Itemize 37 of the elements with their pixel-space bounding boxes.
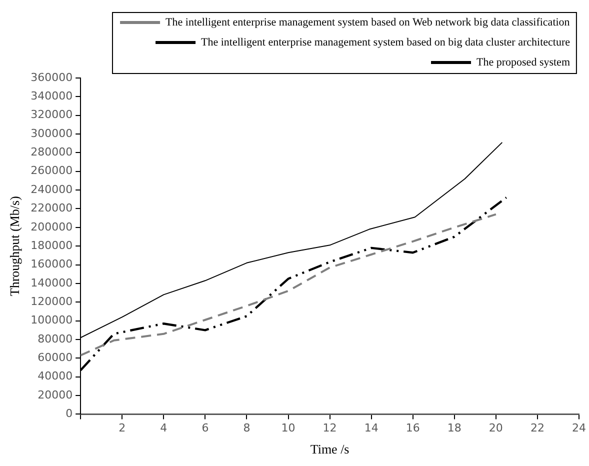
y-tick-label: 60000 bbox=[38, 351, 73, 364]
x-tick-label: 12 bbox=[322, 422, 337, 435]
x-tick-label: 20 bbox=[488, 422, 503, 435]
y-tick-label: 40000 bbox=[38, 370, 73, 383]
y-tick-label: 80000 bbox=[38, 332, 73, 346]
y-tick-label: 100000 bbox=[30, 314, 73, 327]
x-tick-label: 4 bbox=[160, 422, 168, 435]
x-tick-label: 18 bbox=[447, 422, 462, 435]
y-tick-label: 200000 bbox=[30, 220, 73, 234]
x-tick-label: 14 bbox=[364, 422, 378, 435]
y-tick-label: 280000 bbox=[30, 146, 73, 159]
y-tick-label: 360000 bbox=[30, 70, 73, 84]
y-tick-label: 120000 bbox=[30, 294, 73, 308]
y-tick-label: 180000 bbox=[30, 238, 73, 252]
y-tick-label: 0 bbox=[66, 407, 73, 420]
y-tick-label: 320000 bbox=[30, 108, 73, 122]
y-tick-label: 300000 bbox=[30, 126, 73, 140]
y-tick-label: 340000 bbox=[30, 90, 73, 103]
legend-label: The intelligent enterprise management system based on Web network big data classification bbox=[166, 16, 570, 28]
y-tick-label: 20000 bbox=[38, 388, 73, 402]
x-tick-label: 2 bbox=[118, 422, 126, 435]
x-tick-label: 24 bbox=[572, 422, 586, 435]
legend-label: The intelligent enterprise management system based on big data cluster architecture bbox=[201, 36, 570, 48]
legend-label: The proposed system bbox=[476, 56, 570, 68]
y-tick-label: 260000 bbox=[30, 164, 73, 178]
y-axis-title: Throughput (Mb/s) bbox=[7, 196, 22, 296]
x-tick-label: 16 bbox=[406, 422, 420, 435]
y-tick-label: 160000 bbox=[30, 258, 73, 271]
y-tick-label: 240000 bbox=[30, 182, 73, 196]
x-tick-label: 10 bbox=[281, 422, 296, 435]
x-tick-label: 6 bbox=[202, 422, 209, 435]
x-tick-label: 22 bbox=[530, 422, 544, 435]
x-tick-label: 8 bbox=[243, 422, 250, 435]
line-series bbox=[80, 213, 497, 356]
y-tick-label: 140000 bbox=[30, 276, 73, 290]
x-axis-title: Time /s bbox=[310, 442, 350, 457]
y-tick-label: 220000 bbox=[30, 202, 73, 215]
